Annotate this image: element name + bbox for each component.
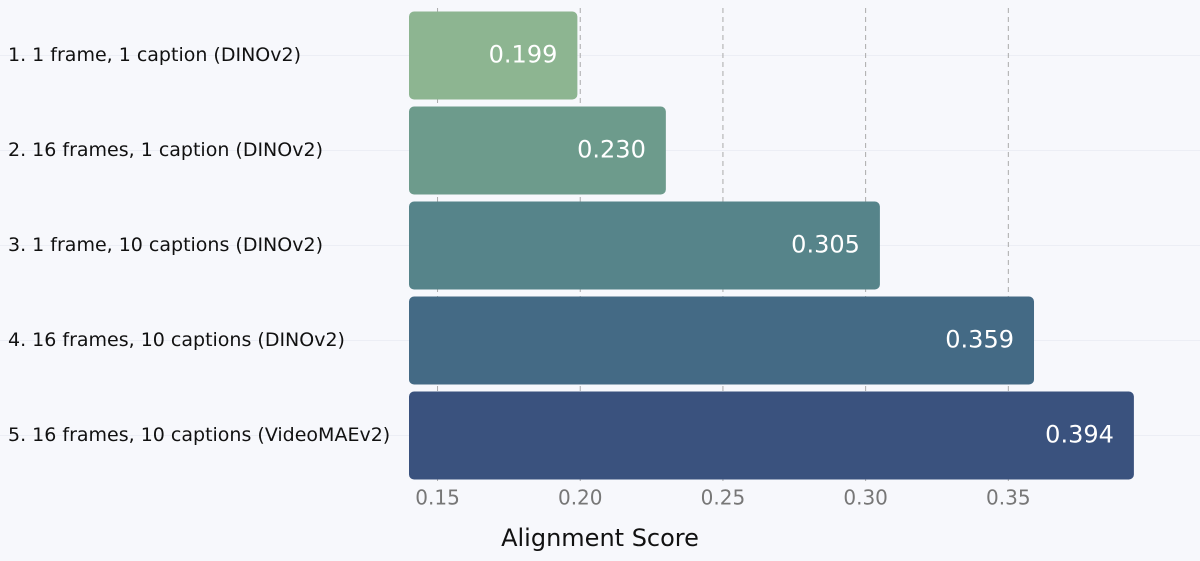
- y-tick-label: 1. 1 frame, 1 caption (DINOv2): [8, 44, 301, 66]
- value-label: 0.394: [1045, 421, 1114, 449]
- y-tick-label: 4. 16 frames, 10 captions (DINOv2): [8, 329, 345, 351]
- x-axis-title: Alignment Score: [501, 524, 699, 552]
- y-tick-label: 5. 16 frames, 10 captions (VideoMAEv2): [8, 424, 390, 446]
- y-tick-label: 3. 1 frame, 10 captions (DINOv2): [8, 234, 323, 256]
- bar: [409, 106, 666, 195]
- x-tick-label: 0.15: [415, 486, 460, 510]
- x-tick-label: 0.35: [986, 486, 1031, 510]
- x-tick-label: 0.25: [701, 486, 746, 510]
- value-label: 0.305: [791, 231, 860, 259]
- bar: [409, 296, 1035, 385]
- y-tick-label: 2. 16 frames, 1 caption (DINOv2): [8, 139, 323, 161]
- bar: [409, 391, 1134, 480]
- x-tick-label: 0.20: [558, 486, 603, 510]
- x-tick-label: 0.30: [843, 486, 888, 510]
- value-label: 0.199: [489, 41, 558, 69]
- bar: [409, 11, 578, 100]
- bar: [409, 201, 880, 290]
- value-label: 0.359: [945, 326, 1014, 354]
- value-label: 0.230: [577, 136, 646, 164]
